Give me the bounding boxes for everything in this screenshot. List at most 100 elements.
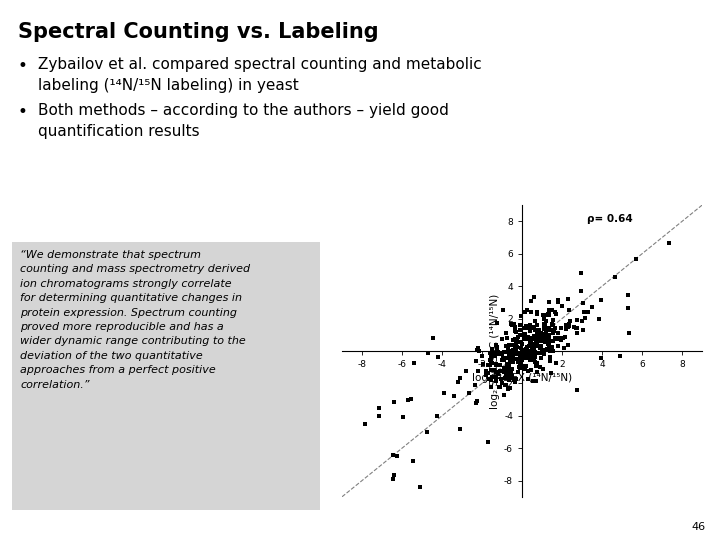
Point (507, 320, 518, 329)
Point (538, 333, 549, 342)
Point (505, 346, 516, 355)
Point (533, 327, 544, 335)
Point (527, 356, 539, 364)
Point (510, 323, 521, 332)
Point (541, 345, 553, 354)
Point (544, 339, 555, 347)
Point (537, 337, 549, 346)
Point (512, 368, 523, 377)
Point (431, 411, 443, 420)
Point (508, 320, 520, 329)
Point (514, 364, 526, 373)
Point (504, 361, 516, 370)
Point (530, 339, 541, 348)
Point (415, 483, 426, 491)
Point (527, 353, 539, 362)
Point (531, 336, 543, 345)
Point (531, 341, 543, 350)
Point (535, 331, 546, 340)
Point (510, 342, 521, 350)
Point (510, 326, 521, 335)
Point (373, 404, 384, 413)
Point (461, 367, 472, 375)
Point (531, 338, 542, 347)
Point (531, 330, 543, 339)
Point (499, 373, 510, 382)
Point (472, 346, 483, 354)
Point (486, 345, 498, 353)
Point (505, 353, 516, 362)
Point (504, 372, 516, 381)
Point (538, 333, 549, 342)
Point (532, 349, 544, 357)
Point (474, 347, 485, 356)
Point (505, 320, 517, 329)
Point (510, 375, 522, 384)
FancyBboxPatch shape (12, 242, 320, 510)
Point (501, 359, 513, 368)
Point (568, 323, 580, 332)
Point (480, 367, 492, 375)
Point (499, 348, 510, 357)
Point (519, 352, 531, 361)
Point (499, 355, 510, 364)
Point (507, 353, 518, 361)
Point (490, 351, 501, 360)
Point (556, 334, 567, 342)
Point (544, 323, 555, 332)
Point (544, 357, 555, 366)
Point (562, 322, 573, 331)
Point (527, 349, 539, 357)
Point (523, 367, 534, 375)
Point (515, 338, 526, 346)
Point (531, 340, 543, 348)
Point (550, 310, 562, 319)
Point (544, 306, 555, 315)
Point (421, 428, 433, 437)
Point (586, 303, 598, 312)
Point (526, 341, 537, 349)
Point (575, 269, 587, 278)
Point (510, 328, 522, 336)
Point (540, 316, 552, 325)
Point (551, 334, 562, 343)
Point (534, 333, 546, 342)
Point (438, 388, 449, 397)
Point (510, 338, 521, 347)
Point (562, 294, 574, 303)
Point (510, 338, 522, 346)
Point (541, 332, 552, 340)
Point (528, 335, 539, 343)
Point (482, 360, 494, 369)
Point (546, 306, 557, 314)
Point (501, 369, 513, 377)
Point (528, 344, 540, 353)
Point (536, 342, 547, 351)
Point (521, 354, 532, 363)
Point (536, 342, 547, 350)
Point (500, 329, 512, 338)
Point (527, 376, 539, 385)
Point (614, 352, 626, 360)
Point (510, 354, 521, 363)
Point (510, 340, 521, 349)
Point (538, 350, 549, 359)
Point (547, 337, 559, 346)
Point (487, 349, 499, 358)
Point (516, 355, 528, 363)
Point (526, 308, 537, 317)
Point (506, 372, 518, 380)
Point (528, 332, 540, 340)
Point (485, 351, 497, 360)
Point (544, 310, 555, 319)
Point (546, 369, 557, 377)
Point (490, 373, 502, 382)
Point (536, 347, 548, 356)
Point (464, 389, 475, 397)
Point (577, 326, 589, 334)
Text: ρ= 0.64: ρ= 0.64 (587, 214, 633, 224)
Point (527, 333, 539, 342)
Point (508, 335, 519, 344)
Point (509, 341, 521, 349)
Point (483, 375, 495, 383)
